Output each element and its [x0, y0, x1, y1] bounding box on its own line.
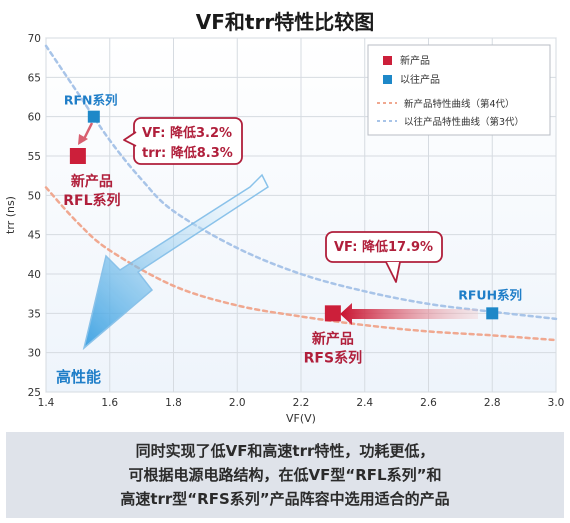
y-tick-label: 65: [28, 72, 41, 84]
caption-line-3: 高速trr型“RFS系列”产品阵容中选用适合的产品: [120, 490, 450, 508]
legend-box: [367, 44, 551, 136]
legend-label-previous-curve: 以往产品特性曲线（第3代）: [404, 116, 524, 128]
x-tick-label: 2.4: [356, 397, 373, 409]
y-tick-label: 25: [28, 387, 41, 399]
legend-label-previous: 以往产品: [400, 73, 440, 86]
x-tick-label: 1.4: [38, 397, 55, 409]
annotation-rfl: VF: 降低3.2% trr: 降低8.3%: [123, 117, 243, 165]
y-tick-label: 55: [28, 151, 41, 163]
x-tick-label: 1.8: [165, 397, 182, 409]
caption-box: 同时实现了低VF和高速trr特性，功耗更低， 可根据电源电路结构，在低VF型“R…: [6, 432, 564, 518]
y-tick-label: 40: [28, 269, 41, 281]
caption-line-2: 可根据电源电路结构，在低VF型“RFL系列”和: [128, 466, 442, 484]
annotation-high-performance: 高性能: [56, 368, 101, 386]
annotation-rfs-pointer: [385, 261, 401, 283]
y-tick-label: 45: [28, 230, 41, 242]
x-tick-label: 2.6: [420, 397, 437, 409]
x-axis-label: VF(V): [286, 412, 316, 425]
performance-arrow: [82, 173, 269, 351]
annotation-rfs: VF: 降低17.9%: [325, 231, 443, 283]
point-label-rfl-line2: RFL系列: [63, 192, 120, 209]
reduction-arrow-rfl-head: [78, 134, 88, 145]
y-axis-label: trr (ns): [4, 196, 17, 234]
caption-line-1: 同时实现了低VF和高速trr特性，功耗更低，: [135, 442, 435, 460]
y-tick-label: 30: [28, 348, 41, 360]
point-label-rfs-line2: RFS系列: [304, 349, 362, 366]
annotation-rfl-pointer: [123, 131, 137, 147]
previous-product-curve: [44, 44, 558, 321]
point-label-rfuh: RFUH系列: [458, 287, 522, 302]
y-tick-label: 50: [28, 190, 41, 202]
previous-product-marker: [486, 307, 499, 320]
annotation-rfl-line: trr: 降低8.3%: [142, 145, 233, 161]
new-product-marker: [324, 305, 341, 322]
new-product-curve: [44, 186, 558, 342]
y-tick-label: 35: [28, 308, 41, 320]
annotation-rfs-box: [325, 231, 443, 263]
x-tick-label: 1.6: [101, 397, 118, 409]
x-tick-label: 2.8: [484, 397, 501, 409]
y-tick-label: 70: [28, 33, 41, 45]
annotation-rfl-line: VF: 降低3.2%: [142, 125, 232, 141]
annotation-rfs-line: VF: 降低17.9%: [334, 239, 433, 255]
point-label-rfs-line1: 新产品: [312, 330, 354, 347]
new-product-marker: [69, 148, 86, 164]
chart-title: VF和trr特性比较图: [195, 10, 375, 34]
legend-label-new: 新产品: [400, 54, 430, 67]
point-label-rfn: RFN系列: [64, 93, 118, 108]
x-tick-label: 2.2: [293, 397, 310, 409]
x-tick-label: 3.0: [548, 397, 565, 409]
legend-label-new-curve: 新产品特性曲线（第4代）: [404, 98, 515, 110]
x-tick-label: 2.0: [229, 397, 246, 409]
reduction-arrow-rfs: [340, 303, 478, 325]
legend-swatch-new: [383, 56, 392, 65]
legend-swatch-previous: [383, 75, 392, 84]
previous-product-marker: [87, 110, 100, 123]
y-tick-label: 60: [28, 112, 41, 124]
point-label-rfl-line1: 新产品: [71, 173, 113, 190]
